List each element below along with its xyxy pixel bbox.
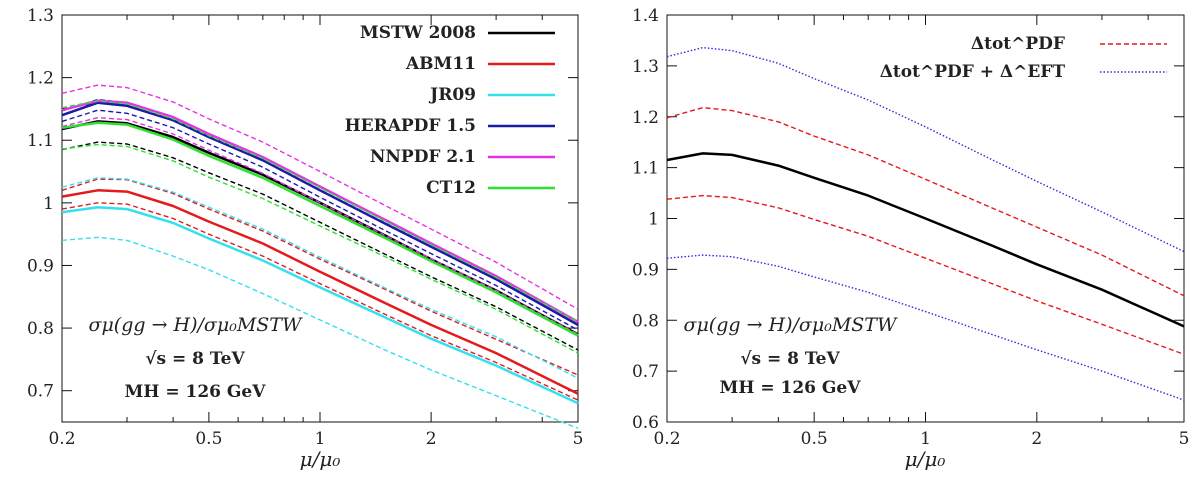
- y-tick-label: 0.8: [27, 319, 54, 339]
- legend-label-herapdf: HERAPDF 1.5: [345, 116, 476, 136]
- y-tick-label: 1.4: [632, 6, 659, 26]
- series-line-1-1: [666, 106, 1185, 297]
- y-tick-label: 0.7: [27, 382, 54, 402]
- right-legend: Δtot^PDF Δtot^PDF + Δ^EFT: [880, 34, 1167, 82]
- series-line-1-0: [666, 152, 1185, 328]
- right-axis-ticks: 0.2 0.5 1 2 5 0.6 0.7 0.8 0.9 1 1.1 1.2 1.3 1.4: [632, 6, 1189, 449]
- series-line-0-14: [61, 116, 579, 335]
- left-axis-ticks: 0.2 0.5 1 2 5 0.7 0.8 0.9 1 1.1 1.2 1.3: [27, 6, 583, 449]
- series-line-0-2: [61, 141, 579, 351]
- x-tick-label: 5: [573, 429, 584, 449]
- x-tick-label: 5: [1179, 429, 1190, 449]
- y-tick-label: 0.9: [632, 260, 659, 280]
- legend-label-pdf: Δtot^PDF: [971, 34, 1065, 54]
- x-tick-label: 0.5: [195, 429, 222, 449]
- left-annotation-ratio: σμ(gg → H)/σμ₀MSTW: [88, 314, 303, 336]
- series-line-0-17: [61, 143, 579, 354]
- series-line-0-5: [61, 202, 579, 401]
- series-line-1-4: [666, 254, 1185, 401]
- y-tick-label: 1: [43, 194, 54, 214]
- legend-label-abm11: ABM11: [405, 54, 476, 74]
- y-tick-label: 0.7: [632, 362, 659, 382]
- left-x-axis-label: μ/μ₀: [300, 447, 341, 471]
- legend-label-mstw: MSTW 2008: [360, 23, 476, 43]
- y-tick-label: 0.8: [632, 311, 659, 331]
- series-line-0-12: [61, 99, 579, 323]
- right-series-lines: [666, 46, 1185, 401]
- right-annotation-ratio: σμ(gg → H)/σμ₀MSTW: [683, 314, 898, 336]
- series-line-0-7: [61, 177, 579, 379]
- series-line-0-13: [61, 84, 579, 310]
- left-legend: MSTW 2008 ABM11 JR09 HERAPDF 1.5 NNPDF 2…: [345, 23, 555, 198]
- series-line-0-8: [61, 236, 579, 429]
- y-tick-label: 1.3: [632, 57, 659, 77]
- series-line-1-2: [666, 194, 1185, 355]
- x-tick-label: 2: [1031, 429, 1042, 449]
- left-plot-frame: [61, 14, 579, 423]
- series-line-1-3: [666, 46, 1185, 253]
- series-line-0-0: [61, 120, 579, 336]
- y-tick-label: 1.3: [27, 6, 54, 26]
- legend-label-pdf-eft: Δtot^PDF + Δ^EFT: [880, 62, 1066, 82]
- x-tick-label: 1: [315, 429, 326, 449]
- series-line-0-16: [61, 100, 579, 323]
- series-line-0-11: [61, 109, 579, 331]
- y-tick-label: 1.1: [632, 159, 659, 179]
- left-annotation-mass: MH = 126 GeV: [125, 382, 267, 402]
- series-line-0-3: [61, 189, 579, 395]
- x-tick-label: 1: [920, 429, 931, 449]
- legend-label-ct12: CT12: [426, 178, 476, 198]
- left-panel: 0.2 0.5 1 2 5 0.7 0.8 0.9 1 1.1 1.2 1.3 MSTW 2008 A…: [27, 6, 583, 471]
- y-tick-label: 0.6: [632, 413, 659, 433]
- x-tick-label: 0.2: [653, 429, 680, 449]
- x-tick-label: 2: [426, 429, 437, 449]
- legend-label-nnpdf: NNPDF 2.1: [370, 147, 476, 167]
- right-annotation-energy: √s = 8 TeV: [740, 349, 840, 369]
- x-tick-label: 0.2: [48, 429, 75, 449]
- y-tick-label: 1.2: [632, 108, 659, 128]
- y-tick-label: 1.1: [27, 131, 54, 151]
- series-line-0-9: [61, 101, 579, 326]
- series-line-0-6: [61, 205, 579, 405]
- left-series-lines: [61, 84, 579, 429]
- series-line-0-15: [61, 121, 579, 337]
- x-tick-label: 0.5: [801, 429, 828, 449]
- y-tick-label: 1.2: [27, 69, 54, 89]
- left-annotation-energy: √s = 8 TeV: [145, 349, 245, 369]
- right-x-axis-label: μ/μ₀: [905, 447, 946, 471]
- y-tick-label: 0.9: [27, 256, 54, 276]
- right-annotation-mass: MH = 126 GeV: [720, 378, 862, 398]
- series-line-0-4: [61, 178, 579, 376]
- legend-label-jr09: JR09: [428, 85, 476, 105]
- right-panel: 0.2 0.5 1 2 5 0.6 0.7 0.8 0.9 1 1.1 1.2 1.3 1.4 Δtot^…: [632, 6, 1189, 471]
- y-tick-label: 1: [648, 210, 659, 230]
